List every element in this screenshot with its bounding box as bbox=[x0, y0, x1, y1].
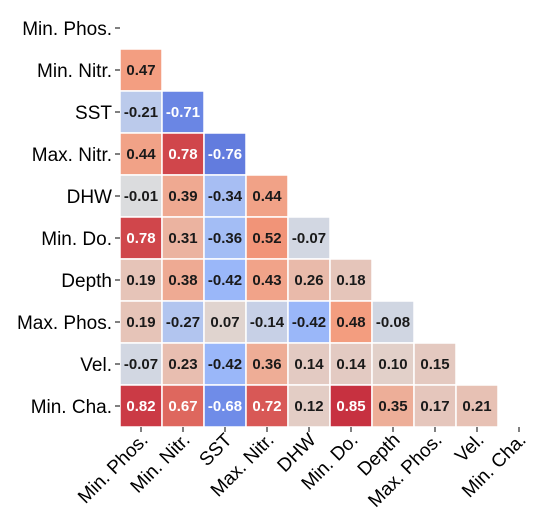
heatmap-cell-value: 0.52 bbox=[252, 230, 281, 247]
heatmap-cell-value: -0.34 bbox=[208, 188, 243, 205]
heatmap-cell-value: 0.15 bbox=[420, 356, 449, 373]
heatmap-cell-value: 0.17 bbox=[420, 398, 449, 415]
heatmap-cell-value: 0.19 bbox=[126, 314, 155, 331]
heatmap-cell-value: -0.14 bbox=[250, 314, 285, 331]
heatmap-cell-value: 0.82 bbox=[126, 398, 155, 415]
y-tick-label-max-nitr: Max. Nitr. bbox=[32, 145, 112, 166]
heatmap-cell-value: 0.31 bbox=[168, 230, 197, 247]
heatmap-cell-min-do-max-nitr bbox=[245, 216, 289, 260]
heatmap-cell-value: 0.23 bbox=[168, 356, 197, 373]
heatmap-cell-value: 0.78 bbox=[126, 230, 155, 247]
y-tick-label-depth: Depth bbox=[61, 271, 112, 292]
heatmap-cell-value: 0.14 bbox=[294, 356, 324, 373]
heatmap-cell-value: -0.07 bbox=[292, 230, 326, 247]
heatmap-cell-value: 0.72 bbox=[252, 398, 281, 415]
heatmap-cell-value: 0.38 bbox=[168, 272, 197, 289]
heatmap-cell-value: -0.42 bbox=[208, 272, 242, 289]
heatmap-cell-value: 0.14 bbox=[336, 356, 366, 373]
heatmap-cell-vel-sst bbox=[203, 342, 247, 386]
y-tick-label-sst: SST bbox=[75, 103, 112, 124]
heatmap-cell-max-nitr-sst bbox=[203, 132, 247, 176]
heatmap-cell-value: -0.76 bbox=[208, 146, 242, 163]
heatmap-cell-value: 0.44 bbox=[126, 146, 156, 163]
heatmap-cell-value: 0.44 bbox=[252, 188, 282, 205]
heatmap-cell-max-phos-min-do bbox=[329, 300, 373, 344]
y-tick-label-min-nitr: Min. Nitr. bbox=[37, 61, 112, 82]
heatmap-cell-value: 0.12 bbox=[294, 398, 323, 415]
heatmap-cell-value: -0.07 bbox=[124, 356, 158, 373]
heatmap-cell-max-phos-min-phos bbox=[119, 300, 163, 344]
heatmap-cell-value: -0.27 bbox=[166, 314, 200, 331]
heatmap-cell-value: 0.10 bbox=[378, 356, 407, 373]
heatmap-cells: 0.47 -0.21 -0.71 0.44 0.78 -0.76 -0.01 0.39 -0.3… bbox=[119, 48, 499, 428]
heatmap-cell-value: 0.85 bbox=[336, 398, 365, 415]
heatmap-cell-vel-min-phos bbox=[119, 342, 163, 386]
y-tick-label-dhw: DHW bbox=[67, 187, 112, 208]
heatmap-cell-value: -0.08 bbox=[376, 314, 410, 331]
heatmap-cell-value: -0.42 bbox=[208, 356, 242, 373]
heatmap-cell-max-phos-min-nitr bbox=[161, 300, 205, 344]
heatmap-cell-dhw-min-nitr bbox=[161, 174, 205, 218]
heatmap-cell-value: -0.21 bbox=[124, 104, 158, 121]
y-tick-label-max-phos: Max. Phos. bbox=[17, 313, 112, 334]
heatmap-cell-min-do-min-nitr bbox=[161, 216, 205, 260]
heatmap-cell-value: 0.35 bbox=[378, 398, 407, 415]
heatmap-cell-value: 0.21 bbox=[462, 398, 491, 415]
heatmap-cell-value: 0.78 bbox=[168, 146, 197, 163]
heatmap-cell-value: -0.36 bbox=[208, 230, 242, 247]
heatmap-cell-value: -0.01 bbox=[124, 188, 158, 205]
y-tick-label-min-phos: Min. Phos. bbox=[22, 19, 112, 40]
heatmap-cell-min-cha-min-phos bbox=[119, 384, 163, 428]
heatmap-cell-dhw-max-nitr bbox=[245, 174, 289, 218]
heatmap-cell-value: 0.43 bbox=[252, 272, 281, 289]
heatmap-cell-min-cha-vel bbox=[455, 384, 499, 428]
heatmap-cell-depth-min-do bbox=[329, 258, 373, 302]
heatmap-cell-value: 0.26 bbox=[294, 272, 323, 289]
y-tick-label-min-do: Min. Do. bbox=[41, 229, 112, 250]
heatmap-cell-value: 0.18 bbox=[336, 272, 365, 289]
heatmap-cell-value: -0.68 bbox=[208, 398, 242, 415]
y-axis-labels: Min. Phos. Min. Nitr. SST Max. Nitr. DHW Min.… bbox=[17, 19, 120, 418]
y-tick-label-vel: Vel. bbox=[80, 355, 112, 376]
heatmap-cell-value: 0.39 bbox=[168, 188, 197, 205]
heatmap-cell-value: 0.07 bbox=[210, 314, 239, 331]
heatmap-cell-value: 0.48 bbox=[336, 314, 365, 331]
heatmap-cell-value: 0.47 bbox=[126, 62, 155, 79]
heatmap-cell-value: 0.36 bbox=[252, 356, 281, 373]
heatmap-cell-value: 0.19 bbox=[126, 272, 155, 289]
heatmap-cell-min-cha-min-do bbox=[329, 384, 373, 428]
heatmap-cell-value: -0.71 bbox=[166, 104, 200, 121]
heatmap-cell-value: -0.42 bbox=[292, 314, 326, 331]
heatmap-cell-vel-max-phos bbox=[413, 342, 457, 386]
heatmap-cell-depth-dhw bbox=[287, 258, 331, 302]
heatmap-cell-value: 0.67 bbox=[168, 398, 197, 415]
heatmap-cell-depth-min-nitr bbox=[161, 258, 205, 302]
y-tick-label-min-cha: Min. Cha. bbox=[31, 397, 112, 418]
heatmap-cell-depth-max-nitr bbox=[245, 258, 289, 302]
